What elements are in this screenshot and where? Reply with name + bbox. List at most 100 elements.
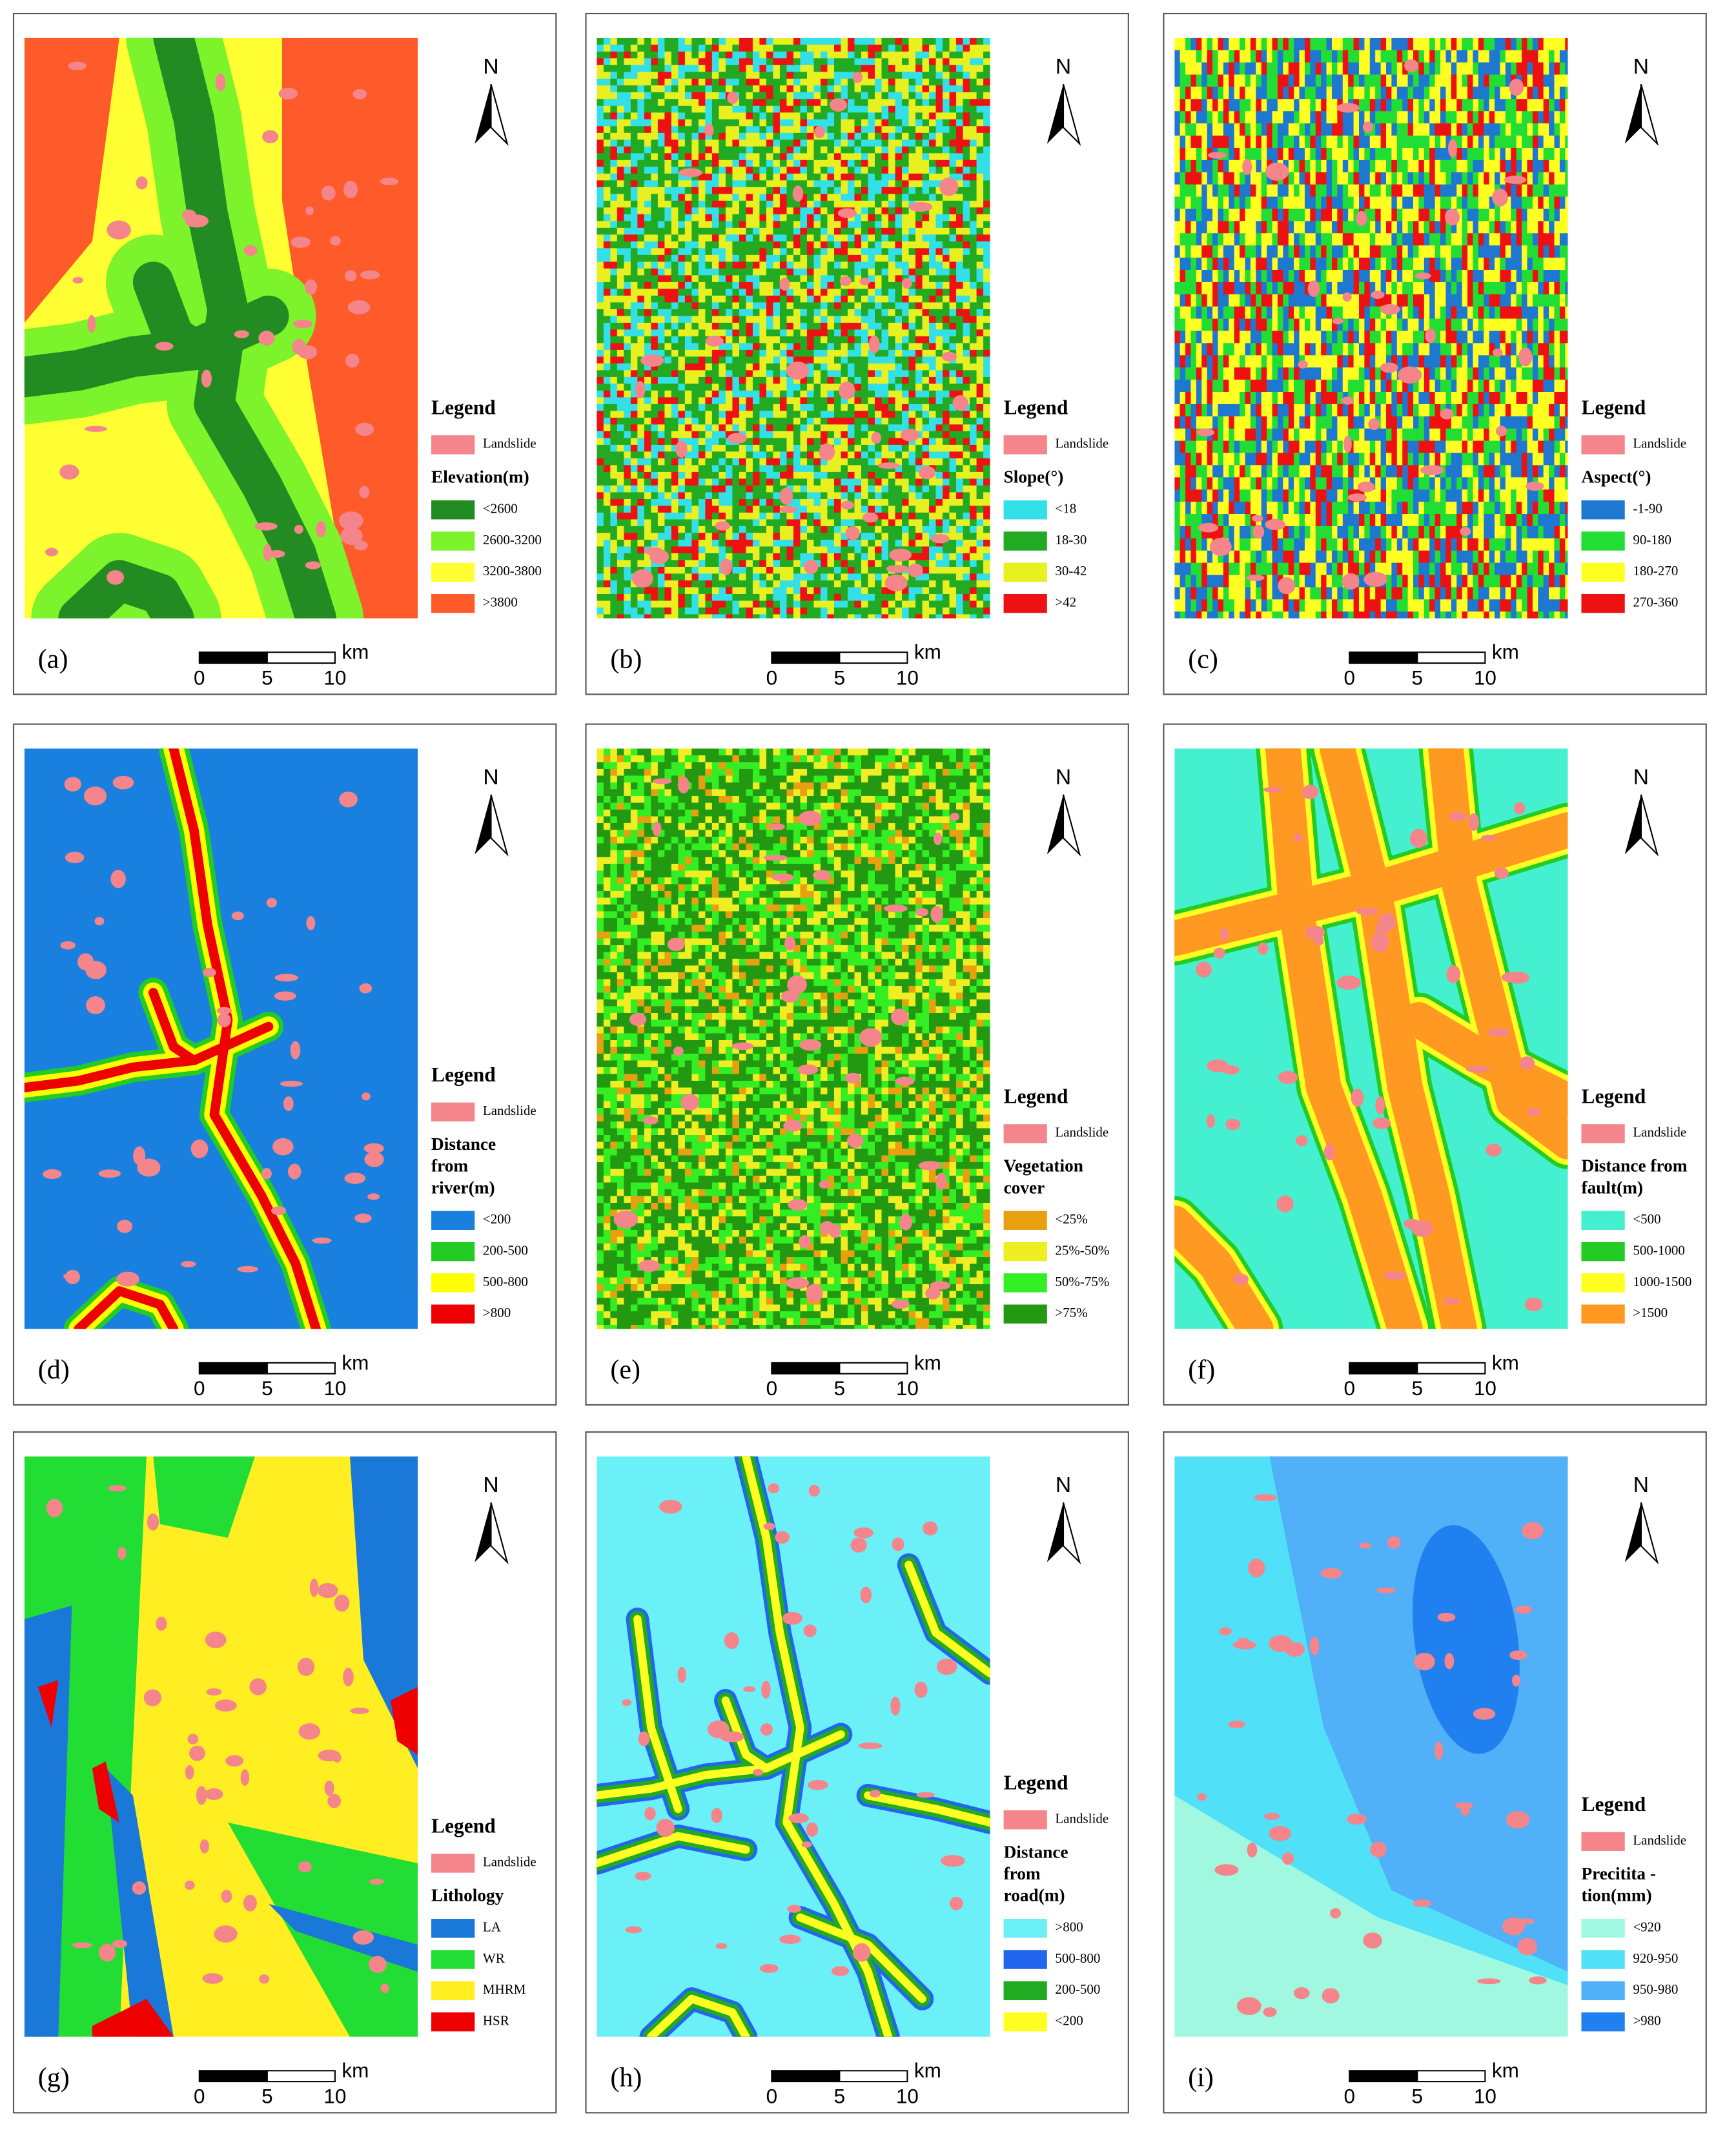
raster-cell xyxy=(800,498,808,507)
raster-cell xyxy=(854,159,862,167)
raster-cell xyxy=(610,458,618,466)
raster-cell xyxy=(813,485,821,493)
raster-cell xyxy=(725,438,733,445)
raster-cell xyxy=(786,411,794,418)
raster-cell xyxy=(908,546,916,554)
raster-cell xyxy=(800,539,808,547)
raster-cell xyxy=(766,58,774,66)
raster-cell xyxy=(617,159,624,167)
raster-cell xyxy=(664,200,672,208)
raster-cell xyxy=(617,587,624,595)
raster-cell xyxy=(935,465,943,473)
raster-cell xyxy=(711,397,720,405)
raster-cell xyxy=(752,397,761,405)
raster-cell xyxy=(617,384,624,391)
raster-cell xyxy=(603,214,611,221)
raster-cell xyxy=(902,248,910,256)
raster-cell xyxy=(895,241,903,249)
raster-cell xyxy=(786,316,794,323)
raster-cell xyxy=(705,112,713,120)
raster-cell xyxy=(861,587,869,595)
raster-cell xyxy=(719,390,726,398)
raster-cell xyxy=(983,336,990,344)
raster-cell xyxy=(868,471,875,480)
raster-cell xyxy=(603,187,611,194)
raster-cell xyxy=(868,194,875,201)
raster-cell xyxy=(861,214,869,221)
raster-cell xyxy=(963,593,970,602)
raster-cell xyxy=(854,600,862,608)
raster-cell xyxy=(922,580,930,588)
raster-cell xyxy=(630,99,638,107)
raster-cell xyxy=(630,241,638,249)
raster-cell xyxy=(881,546,889,554)
raster-cell xyxy=(949,173,957,181)
raster-cell xyxy=(983,478,990,486)
raster-cell xyxy=(908,51,916,59)
raster-cell xyxy=(976,478,984,486)
raster-cell xyxy=(624,37,631,45)
raster-cell xyxy=(963,254,970,263)
raster-cell xyxy=(637,370,645,378)
raster-cell xyxy=(766,485,774,493)
raster-cell xyxy=(671,458,679,466)
raster-cell xyxy=(786,607,794,615)
raster-cell xyxy=(813,254,821,263)
raster-cell xyxy=(827,51,835,59)
raster-cell xyxy=(875,478,883,486)
raster-cell xyxy=(732,478,740,486)
raster-cell xyxy=(970,471,977,480)
raster-cell xyxy=(664,126,672,134)
raster-cell xyxy=(902,539,910,547)
raster-cell xyxy=(597,139,604,147)
raster-cell xyxy=(644,533,652,540)
raster-cell xyxy=(698,533,706,540)
landslide-patch xyxy=(263,544,272,562)
raster-cell xyxy=(684,289,693,296)
raster-cell xyxy=(902,261,910,269)
raster-cell xyxy=(664,268,672,276)
raster-cell xyxy=(657,153,666,161)
raster-cell xyxy=(637,37,645,45)
raster-cell xyxy=(752,146,761,154)
raster-cell xyxy=(949,309,957,317)
raster-cell xyxy=(983,159,990,167)
raster-cell xyxy=(908,180,916,188)
raster-cell xyxy=(746,512,753,520)
raster-cell xyxy=(895,370,903,378)
raster-cell xyxy=(752,506,761,513)
raster-cell xyxy=(746,471,753,480)
raster-cell xyxy=(861,498,869,507)
raster-cell xyxy=(983,424,990,432)
raster-cell xyxy=(779,241,788,249)
raster-cell xyxy=(976,139,984,147)
raster-cell xyxy=(888,526,896,534)
raster-cell xyxy=(976,85,984,93)
raster-cell xyxy=(949,546,957,554)
raster-cell xyxy=(698,139,706,147)
raster-cell xyxy=(766,281,774,290)
raster-cell xyxy=(970,397,977,405)
raster-cell xyxy=(888,289,896,296)
raster-cell xyxy=(759,234,767,242)
raster-cell xyxy=(935,119,943,127)
raster-cell xyxy=(746,261,753,269)
raster-cell xyxy=(725,600,733,608)
raster-cell xyxy=(827,309,835,317)
raster-cell xyxy=(827,281,835,290)
raster-cell xyxy=(888,85,896,93)
raster-cell xyxy=(725,289,733,296)
raster-cell xyxy=(963,349,970,358)
raster-cell xyxy=(827,329,835,337)
raster-cell xyxy=(786,241,794,249)
raster-cell xyxy=(800,329,808,337)
raster-cell xyxy=(793,343,801,351)
raster-cell xyxy=(610,451,618,459)
raster-cell xyxy=(956,254,964,263)
raster-cell xyxy=(935,153,943,161)
raster-cell xyxy=(800,376,808,385)
raster-cell xyxy=(705,411,713,418)
raster-cell xyxy=(603,180,611,188)
raster-cell xyxy=(644,187,652,194)
raster-cell xyxy=(773,248,781,256)
